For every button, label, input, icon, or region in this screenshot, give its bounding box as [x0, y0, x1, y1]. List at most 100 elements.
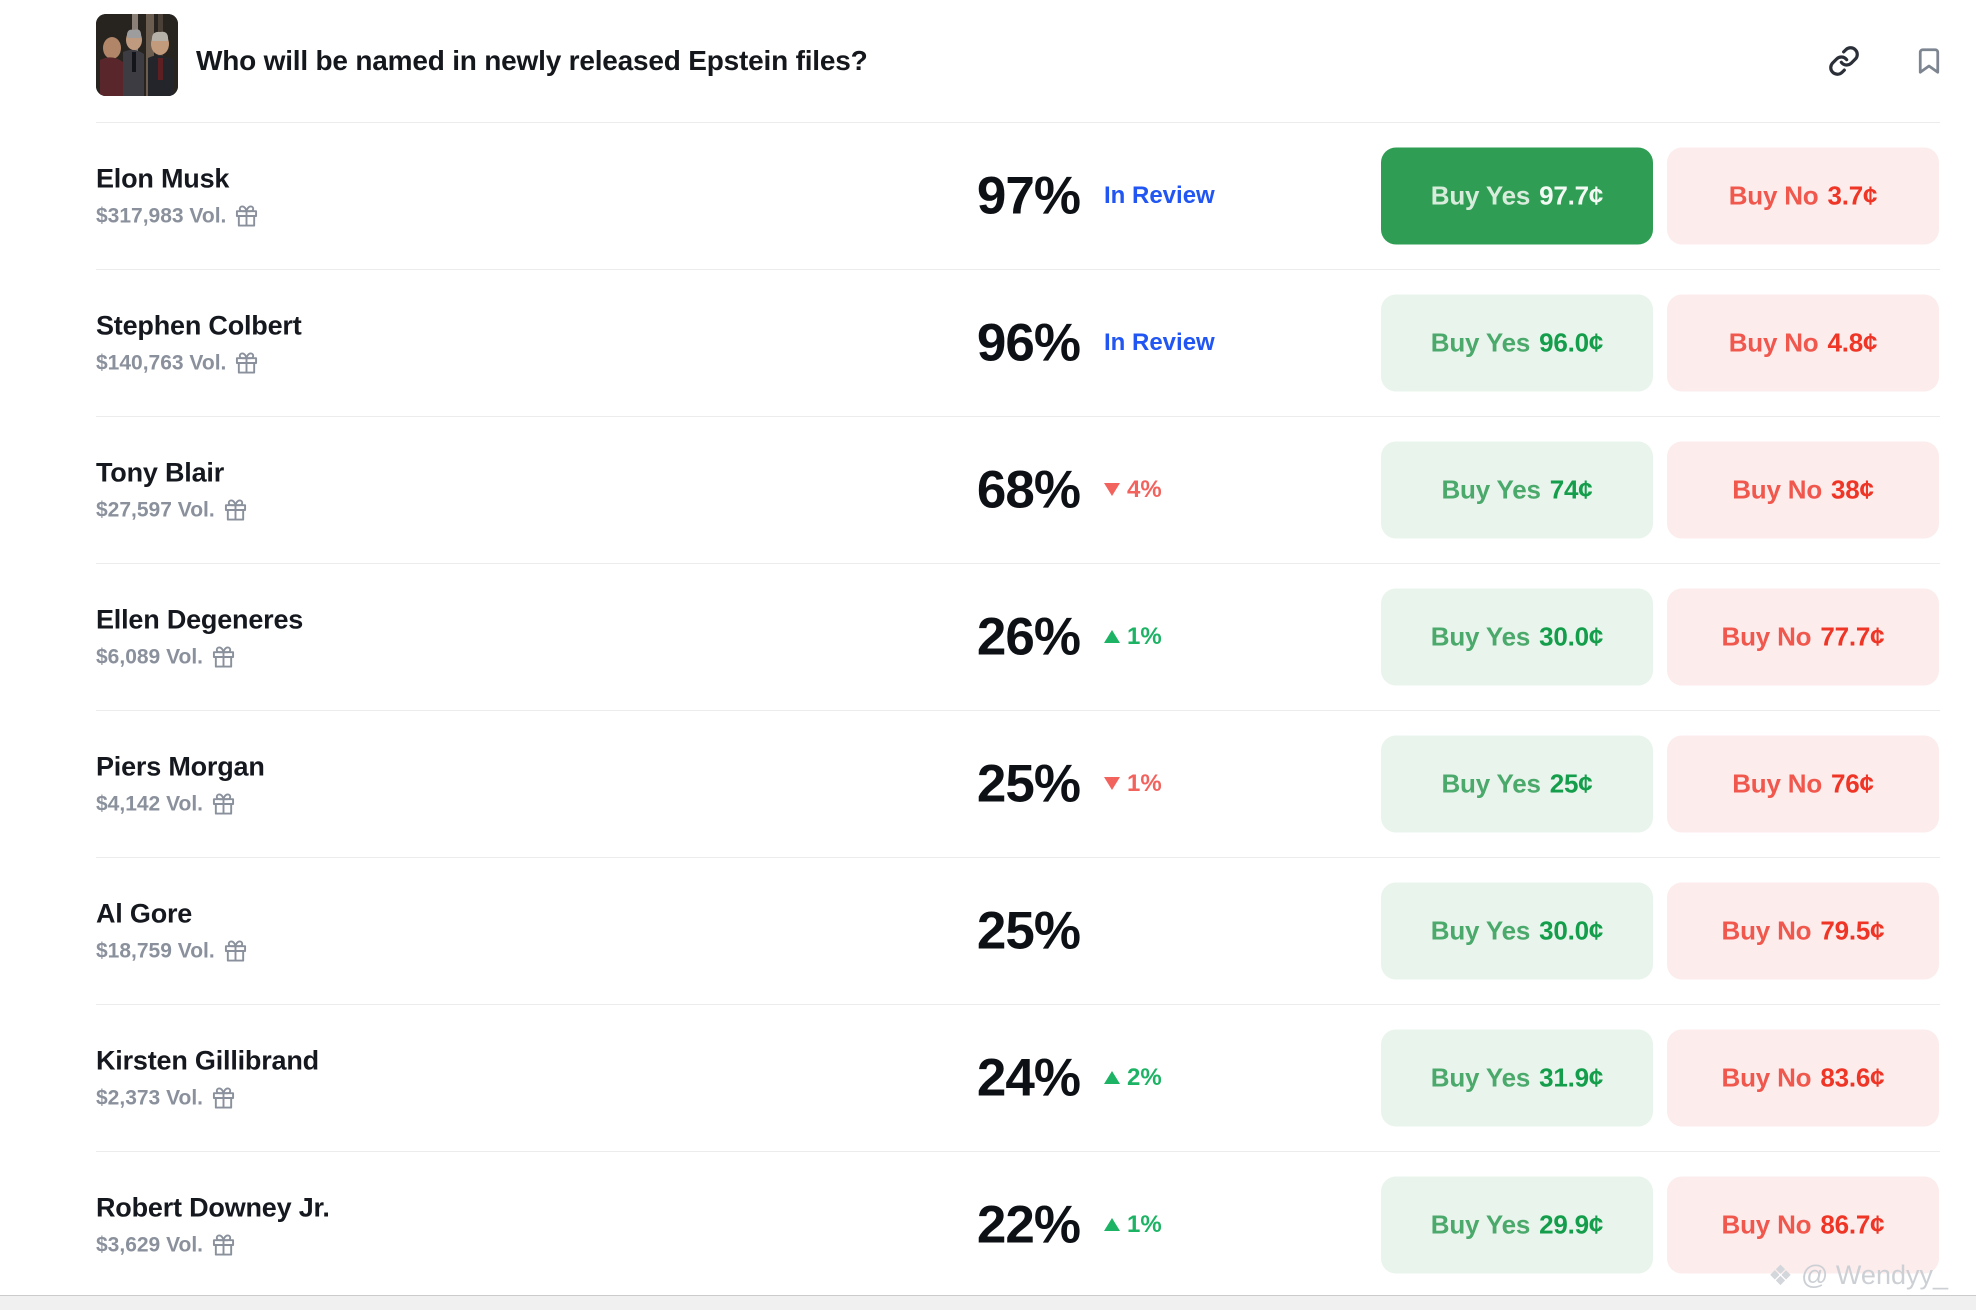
buy-no-label: Buy No — [1721, 1209, 1812, 1239]
buy-yes-button[interactable]: Buy Yes 30.0¢ — [1381, 588, 1653, 685]
buy-yes-label: Buy Yes — [1430, 327, 1531, 357]
buy-no-label: Buy No — [1728, 327, 1819, 357]
status-in-review: In Review — [1104, 328, 1215, 356]
gift-icon[interactable] — [235, 352, 258, 375]
market-title: Who will be named in newly released Epst… — [196, 45, 868, 76]
buy-yes-button[interactable]: Buy Yes 96.0¢ — [1381, 294, 1653, 391]
buy-yes-button[interactable]: Buy Yes 74¢ — [1381, 441, 1653, 538]
outcome-name[interactable]: Kirsten Gillibrand — [96, 1045, 319, 1075]
market-row: Kirsten Gillibrand $2,373 Vol. 24% 2% Bu… — [0, 1004, 1976, 1151]
buy-no-price: 79.5¢ — [1820, 915, 1885, 945]
buy-no-button[interactable]: Buy No 4.8¢ — [1667, 294, 1939, 391]
volume-text: $27,597 Vol. — [96, 498, 215, 521]
outcome-name[interactable]: Robert Downey Jr. — [96, 1192, 330, 1222]
bookmark-icon — [1918, 48, 1940, 74]
outcome-volume: $4,142 Vol. — [96, 792, 265, 816]
buy-no-label: Buy No — [1732, 768, 1823, 798]
outcome-volume: $2,373 Vol. — [96, 1086, 319, 1110]
buy-yes-price: 30.0¢ — [1539, 915, 1604, 945]
change-value: 1% — [1127, 769, 1162, 797]
volume-text: $18,759 Vol. — [96, 939, 215, 962]
gift-icon[interactable] — [212, 1234, 235, 1257]
buy-yes-price: 30.0¢ — [1539, 621, 1604, 651]
gift-icon[interactable] — [212, 646, 235, 669]
outcome-indicator: In Review — [1104, 329, 1369, 357]
change-indicator: 4% — [1104, 476, 1162, 504]
watermark-diamond-icon: ❖ — [1767, 1260, 1794, 1291]
market-row: Elon Musk $317,983 Vol. 97% In Review Bu… — [0, 122, 1976, 269]
change-down-icon — [1104, 777, 1120, 790]
outcome-name[interactable]: Stephen Colbert — [96, 310, 302, 340]
change-indicator: 1% — [1104, 1211, 1162, 1239]
gift-icon[interactable] — [212, 793, 235, 816]
outcome-percent: 25% — [976, 901, 1081, 960]
buy-no-price: 3.7¢ — [1827, 180, 1878, 210]
buy-no-label: Buy No — [1721, 915, 1812, 945]
buy-yes-button[interactable]: Buy Yes 97.7¢ — [1381, 147, 1653, 244]
bottom-edge-strip — [0, 1295, 1976, 1310]
buy-no-button[interactable]: Buy No 38¢ — [1667, 441, 1939, 538]
market-row: Tony Blair $27,597 Vol. 68% 4% Buy Yes 7… — [0, 416, 1976, 563]
buy-no-label: Buy No — [1721, 621, 1812, 651]
bookmark-button[interactable] — [1908, 40, 1950, 82]
outcome-volume: $18,759 Vol. — [96, 939, 247, 963]
buy-yes-label: Buy Yes — [1441, 474, 1541, 504]
gift-icon[interactable] — [235, 205, 258, 228]
watermark-text: @ Wendyy_ — [1801, 1260, 1948, 1290]
volume-text: $2,373 Vol. — [96, 1086, 204, 1109]
outcome-volume: $27,597 Vol. — [96, 498, 247, 522]
outcome-indicator: In Review — [1104, 182, 1369, 210]
gift-icon[interactable] — [224, 940, 247, 963]
buy-yes-price: 74¢ — [1549, 474, 1593, 504]
outcome-percent: 22% — [976, 1195, 1081, 1254]
outcome-name[interactable]: Piers Morgan — [96, 751, 265, 781]
watermark: ❖ @ Wendyy_ — [1768, 1259, 1948, 1292]
outcome-indicator: 2% — [1104, 1064, 1369, 1092]
change-value: 1% — [1127, 1210, 1162, 1238]
buy-no-button[interactable]: Buy No 3.7¢ — [1667, 147, 1939, 244]
market-row: Piers Morgan $4,142 Vol. 25% 1% Buy Yes … — [0, 710, 1976, 857]
change-indicator: 1% — [1104, 770, 1162, 798]
outcome-indicator: 1% — [1104, 1211, 1369, 1239]
outcome-name[interactable]: Tony Blair — [96, 457, 225, 487]
buy-no-label: Buy No — [1721, 1062, 1812, 1092]
outcome-percent: 68% — [976, 460, 1081, 519]
buy-no-button[interactable]: Buy No 76¢ — [1667, 735, 1939, 832]
buy-yes-label: Buy Yes — [1430, 621, 1531, 651]
market-header: Who will be named in newly released Epst… — [0, 0, 1976, 122]
copy-link-button[interactable] — [1822, 39, 1866, 83]
link-icon — [1829, 46, 1859, 76]
outcome-name[interactable]: Al Gore — [96, 898, 193, 928]
outcome-percent: 26% — [976, 607, 1081, 666]
outcome-name[interactable]: Elon Musk — [96, 163, 230, 193]
change-up-icon — [1104, 1071, 1120, 1084]
buy-yes-button[interactable]: Buy Yes 25¢ — [1381, 735, 1653, 832]
change-value: 4% — [1127, 475, 1162, 503]
buy-yes-price: 29.9¢ — [1539, 1209, 1604, 1239]
change-value: 1% — [1127, 622, 1162, 650]
outcome-percent: 25% — [976, 754, 1081, 813]
outcome-percent: 24% — [976, 1048, 1081, 1107]
outcome-indicator: 4% — [1104, 476, 1369, 504]
market-thumbnail-image — [96, 14, 178, 96]
gift-icon[interactable] — [224, 499, 247, 522]
buy-no-button[interactable]: Buy No 79.5¢ — [1667, 882, 1939, 979]
buy-yes-label: Buy Yes — [1430, 1062, 1531, 1092]
outcome-volume: $6,089 Vol. — [96, 645, 303, 669]
buy-yes-price: 97.7¢ — [1539, 180, 1604, 210]
buy-yes-button[interactable]: Buy Yes 31.9¢ — [1381, 1029, 1653, 1126]
change-up-icon — [1104, 1218, 1120, 1231]
market-row: Stephen Colbert $140,763 Vol. 96% In Rev… — [0, 269, 1976, 416]
buy-no-button[interactable]: Buy No 83.6¢ — [1667, 1029, 1939, 1126]
buy-yes-button[interactable]: Buy Yes 30.0¢ — [1381, 882, 1653, 979]
outcome-name[interactable]: Ellen Degeneres — [96, 604, 304, 634]
buy-no-button[interactable]: Buy No 77.7¢ — [1667, 588, 1939, 685]
buy-yes-label: Buy Yes — [1441, 768, 1541, 798]
thumbnail-photo-abstract — [96, 14, 178, 96]
buy-no-button[interactable]: Buy No 86.7¢ — [1667, 1176, 1939, 1273]
buy-yes-button[interactable]: Buy Yes 29.9¢ — [1381, 1176, 1653, 1273]
volume-text: $4,142 Vol. — [96, 792, 204, 815]
outcome-volume: $140,763 Vol. — [96, 351, 302, 375]
outcome-volume: $317,983 Vol. — [96, 204, 258, 228]
gift-icon[interactable] — [212, 1087, 235, 1110]
